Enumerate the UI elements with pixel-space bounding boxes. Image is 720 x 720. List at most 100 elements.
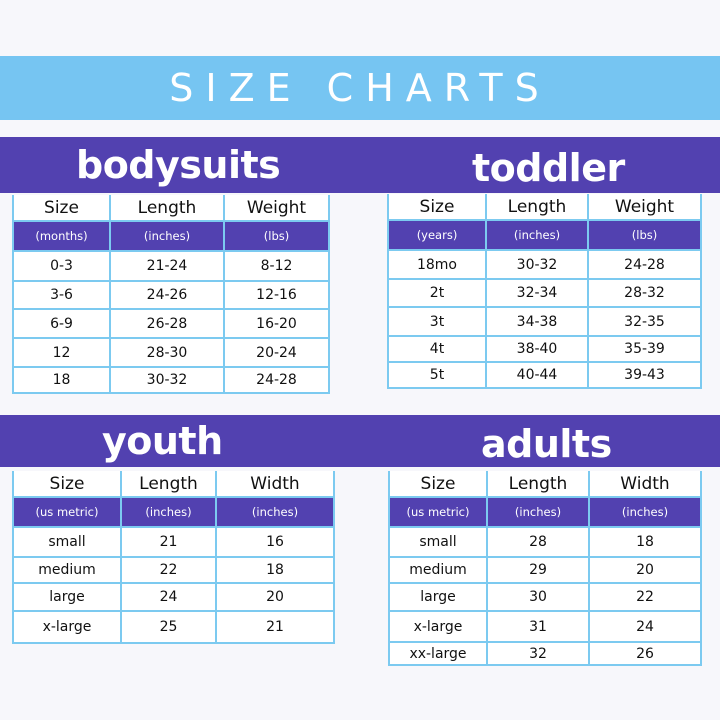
length-cell: 31 xyxy=(487,610,590,643)
weight-cell: 39-43 xyxy=(588,361,702,389)
length-cell: 28 xyxy=(487,526,590,558)
length-cell: 32 xyxy=(487,641,590,666)
unit-label: (us metric) xyxy=(12,496,122,528)
toddler-heading: toddler xyxy=(472,146,625,190)
width-cell: 20 xyxy=(589,556,702,584)
weight-cell: 28-32 xyxy=(588,278,702,308)
length-cell: 30 xyxy=(487,582,590,612)
size-cell: medium xyxy=(12,556,122,584)
weight-cell: 20-24 xyxy=(224,337,330,368)
adults-size-table: Size Length Width (us metric) (inches) (… xyxy=(388,471,702,666)
column-header: Size xyxy=(388,471,488,497)
length-cell: 38-40 xyxy=(486,335,589,363)
table-row: medium 29 20 xyxy=(388,556,702,584)
weight-cell: 24-28 xyxy=(224,366,330,394)
bodysuits-heading: bodysuits xyxy=(76,143,281,187)
table-row: small 28 18 xyxy=(388,526,702,558)
unit-label: (years) xyxy=(387,219,487,251)
size-cell: 3t xyxy=(387,306,487,337)
unit-label: (inches) xyxy=(588,496,702,528)
length-cell: 24-26 xyxy=(110,280,225,310)
size-cell: large xyxy=(12,582,122,612)
width-cell: 20 xyxy=(216,582,335,612)
page-title: SIZE CHARTS xyxy=(169,66,551,110)
column-header: Length xyxy=(486,471,590,497)
unit-label: (inches) xyxy=(120,496,217,528)
size-cell: 4t xyxy=(387,335,487,363)
length-cell: 26-28 xyxy=(110,308,225,339)
length-cell: 34-38 xyxy=(486,306,589,337)
length-cell: 21 xyxy=(121,526,217,558)
table-row: 3t 34-38 32-35 xyxy=(387,306,702,337)
weight-cell: 16-20 xyxy=(224,308,330,339)
length-cell: 40-44 xyxy=(486,361,589,389)
table-row: large 30 22 xyxy=(388,582,702,612)
weight-cell: 12-16 xyxy=(224,280,330,310)
table-row: 18 30-32 24-28 xyxy=(12,366,330,394)
length-cell: 29 xyxy=(487,556,590,584)
column-header: Length xyxy=(109,195,225,221)
width-cell: 22 xyxy=(589,582,702,612)
size-cell: 6-9 xyxy=(12,308,111,339)
youth-size-table: Size Length Width (us metric) (inches) (… xyxy=(12,471,335,644)
length-cell: 28-30 xyxy=(110,337,225,368)
weight-cell: 32-35 xyxy=(588,306,702,337)
table-row: 3-6 24-26 12-16 xyxy=(12,280,330,310)
size-cell: small xyxy=(12,526,122,558)
size-cell: small xyxy=(388,526,488,558)
size-cell: 3-6 xyxy=(12,280,111,310)
column-header: Size xyxy=(12,195,111,221)
size-cell: 5t xyxy=(387,361,487,389)
bodysuits-size-table: Size Length Weight (months) (inches) (lb… xyxy=(12,195,330,394)
table-row: 18mo 30-32 24-28 xyxy=(387,249,702,280)
size-cell: large xyxy=(388,582,488,612)
weight-cell: 24-28 xyxy=(588,249,702,280)
length-cell: 30-32 xyxy=(486,249,589,280)
unit-label: (inches) xyxy=(486,496,590,528)
lower-section-banner xyxy=(0,415,720,467)
size-cell: xx-large xyxy=(388,641,488,666)
column-header: Length xyxy=(485,194,589,220)
size-cell: 12 xyxy=(12,337,111,368)
table-row: small 21 16 xyxy=(12,526,335,558)
size-cell: 2t xyxy=(387,278,487,308)
table-row: medium 22 18 xyxy=(12,556,335,584)
length-cell: 32-34 xyxy=(486,278,589,308)
length-cell: 22 xyxy=(121,556,217,584)
unit-label: (lbs) xyxy=(223,220,330,252)
table-row: 12 28-30 20-24 xyxy=(12,337,330,368)
column-header: Width xyxy=(215,471,335,497)
length-cell: 24 xyxy=(121,582,217,612)
length-cell: 25 xyxy=(121,610,217,644)
unit-label: (lbs) xyxy=(587,219,702,251)
table-row: 0-3 21-24 8-12 xyxy=(12,250,330,282)
width-cell: 21 xyxy=(216,610,335,644)
table-row: large 24 20 xyxy=(12,582,335,612)
size-cell: 0-3 xyxy=(12,250,111,282)
unit-label: (us metric) xyxy=(388,496,488,528)
unit-label: (inches) xyxy=(109,220,225,252)
table-row: 6-9 26-28 16-20 xyxy=(12,308,330,339)
table-row: 4t 38-40 35-39 xyxy=(387,335,702,363)
width-cell: 26 xyxy=(589,641,702,666)
weight-cell: 35-39 xyxy=(588,335,702,363)
table-row: xx-large 32 26 xyxy=(388,641,702,666)
adults-heading: adults xyxy=(481,422,612,466)
toddler-size-table: Size Length Weight (years) (inches) (lbs… xyxy=(387,194,702,389)
length-cell: 30-32 xyxy=(110,366,225,394)
table-row: 5t 40-44 39-43 xyxy=(387,361,702,389)
size-cell: x-large xyxy=(388,610,488,643)
youth-heading: youth xyxy=(102,419,223,463)
width-cell: 24 xyxy=(589,610,702,643)
width-cell: 18 xyxy=(589,526,702,558)
size-cell: medium xyxy=(388,556,488,584)
title-banner xyxy=(0,56,720,120)
column-header: Size xyxy=(12,471,122,497)
length-cell: 21-24 xyxy=(110,250,225,282)
size-cell: 18mo xyxy=(387,249,487,280)
column-header: Length xyxy=(120,471,217,497)
size-cell: 18 xyxy=(12,366,111,394)
size-cell: x-large xyxy=(12,610,122,644)
table-row: x-large 25 21 xyxy=(12,610,335,644)
table-row: x-large 31 24 xyxy=(388,610,702,643)
